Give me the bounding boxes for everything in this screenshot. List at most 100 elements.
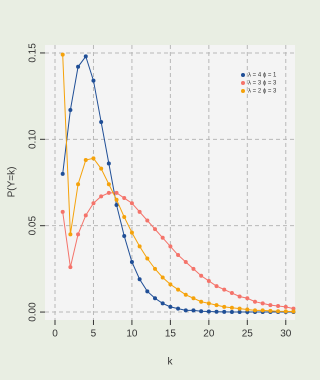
data-point [283, 304, 288, 309]
data-point [76, 232, 81, 237]
data-point [160, 301, 165, 306]
data-point [214, 284, 219, 289]
x-axis-label: k [168, 357, 174, 368]
data-point [168, 304, 173, 309]
data-point [237, 294, 242, 299]
y-tick-label: 0.00 [28, 302, 39, 322]
data-point [214, 303, 219, 308]
data-point [114, 202, 119, 207]
data-point [129, 230, 134, 235]
y-tick-label: 0.15 [28, 43, 39, 63]
data-point [199, 299, 204, 304]
data-point [206, 278, 211, 283]
data-point [153, 266, 157, 271]
data-point [222, 287, 227, 292]
data-point [229, 310, 234, 315]
legend-label: λ = 4 ϕ = 1 [248, 73, 277, 79]
x-tick-label: 5 [91, 329, 97, 340]
data-point [68, 107, 73, 112]
data-point [283, 309, 288, 314]
data-point [83, 54, 88, 59]
data-point [222, 304, 227, 309]
x-tick-label: 20 [203, 329, 215, 340]
data-point [222, 309, 227, 314]
data-point [245, 296, 250, 301]
legend-marker [241, 81, 245, 85]
data-point [268, 303, 273, 308]
data-point [137, 244, 142, 249]
data-point [83, 213, 88, 218]
data-point [145, 256, 150, 261]
data-point [276, 304, 281, 309]
data-point [122, 196, 127, 201]
y-tick-label: 0.10 [28, 129, 39, 149]
data-point [214, 309, 219, 314]
data-point [99, 120, 104, 125]
data-point [114, 190, 119, 195]
data-point [206, 309, 211, 314]
data-point [206, 301, 211, 306]
data-point [91, 78, 96, 83]
data-point [68, 265, 73, 270]
data-point [183, 308, 188, 313]
data-point [153, 296, 157, 301]
data-point [137, 277, 142, 282]
legend-marker [241, 89, 245, 93]
data-point [145, 218, 150, 223]
y-axis-label: P(Y=k) [7, 167, 18, 198]
data-point [168, 244, 173, 249]
data-point [122, 215, 127, 220]
data-point [145, 289, 150, 294]
data-point [260, 308, 265, 313]
data-point [229, 305, 234, 310]
data-point [76, 64, 81, 69]
x-tick-label: 15 [165, 329, 177, 340]
data-point [129, 259, 134, 264]
y-tick-label: 0.05 [28, 216, 39, 236]
data-point [291, 306, 296, 311]
data-point [253, 308, 257, 313]
data-point [137, 209, 142, 214]
legend: λ = 4 ϕ = 1 λ = 3 ϕ = 3 λ = 2 ϕ = 3 [241, 73, 277, 95]
data-point [191, 266, 196, 271]
data-point [106, 182, 111, 187]
legend-marker [241, 73, 245, 77]
data-point [153, 227, 157, 232]
data-point [260, 301, 265, 306]
data-point [106, 161, 111, 166]
x-tick-label: 0 [52, 329, 58, 340]
data-point [60, 171, 65, 176]
data-point [76, 182, 81, 187]
data-point [245, 307, 250, 312]
data-point [268, 308, 273, 313]
data-point [122, 234, 127, 239]
data-point [191, 308, 196, 313]
data-point [276, 309, 281, 314]
data-point [99, 194, 104, 199]
data-point [183, 259, 188, 264]
data-point [106, 190, 111, 195]
data-point [237, 310, 242, 315]
data-point [60, 209, 65, 214]
data-point [160, 235, 165, 240]
data-point [191, 296, 196, 301]
data-point [176, 253, 181, 258]
legend-label: λ = 3 ϕ = 3 [248, 81, 277, 87]
data-point [199, 273, 204, 278]
data-point [176, 306, 181, 311]
x-tick-label: 25 [242, 329, 254, 340]
data-point [176, 287, 181, 292]
x-tick-label: 30 [280, 329, 292, 340]
data-point [160, 275, 165, 280]
data-point [199, 309, 204, 314]
x-tick-label: 10 [126, 329, 138, 340]
legend-label: λ = 2 ϕ = 3 [248, 89, 277, 95]
data-point [229, 291, 234, 296]
data-point [237, 306, 242, 311]
data-point [68, 232, 73, 237]
data-point [114, 197, 119, 202]
data-point [183, 292, 188, 297]
data-point [99, 166, 104, 171]
data-point [129, 201, 134, 206]
